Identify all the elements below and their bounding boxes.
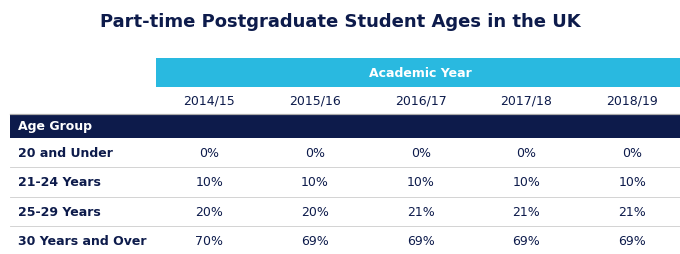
Text: 69%: 69% [618,234,646,247]
Text: 2016/17: 2016/17 [395,94,447,107]
Text: 21%: 21% [618,205,646,218]
Text: 10%: 10% [195,176,223,189]
Text: 21%: 21% [513,205,541,218]
Text: 10%: 10% [301,176,329,189]
Text: 0%: 0% [622,147,642,160]
Text: 10%: 10% [407,176,435,189]
Text: 69%: 69% [407,234,435,247]
Text: 20 and Under: 20 and Under [18,147,114,160]
Text: 0%: 0% [411,147,430,160]
Text: 10%: 10% [618,176,646,189]
Text: 69%: 69% [301,234,329,247]
Text: 0%: 0% [199,147,219,160]
Text: 2018/19: 2018/19 [607,94,658,107]
Text: 69%: 69% [513,234,541,247]
Text: Part-time Postgraduate Student Ages in the UK: Part-time Postgraduate Student Ages in t… [100,13,580,31]
Bar [156,58,680,88]
Text: 0%: 0% [517,147,537,160]
Text: 20%: 20% [195,205,223,218]
Text: 70%: 70% [195,234,223,247]
Text: 2017/18: 2017/18 [500,94,552,107]
Text: 0%: 0% [305,147,325,160]
Text: 21-24 Years: 21-24 Years [18,176,101,189]
Text: 2015/16: 2015/16 [289,94,341,107]
Text: 30 Years and Over: 30 Years and Over [18,234,147,247]
Text: 20%: 20% [301,205,329,218]
Text: Age Group: Age Group [18,120,92,133]
Text: 2014/15: 2014/15 [184,94,235,107]
Text: 21%: 21% [407,205,435,218]
Text: Academic Year: Academic Year [369,67,472,80]
Text: 25-29 Years: 25-29 Years [18,205,101,218]
Bar [10,114,680,138]
Text: 10%: 10% [513,176,541,189]
